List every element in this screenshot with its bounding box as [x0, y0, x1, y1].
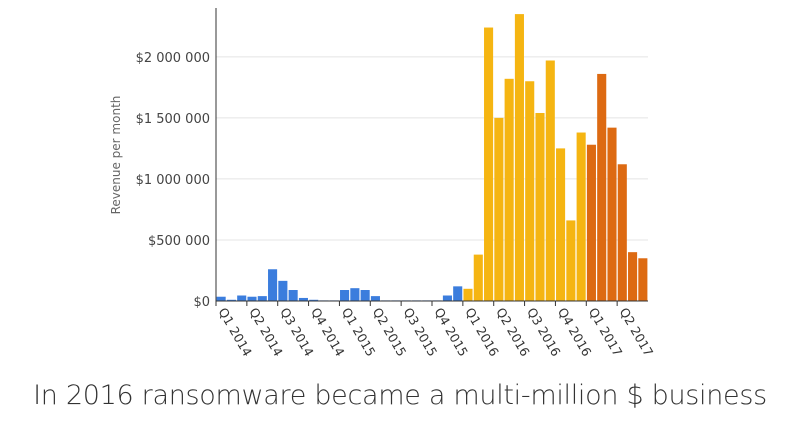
- y-axis-label: Revenue per month: [109, 96, 123, 215]
- bar: [257, 296, 267, 301]
- bar: [298, 297, 308, 301]
- bar: [484, 27, 494, 302]
- bar: [566, 220, 576, 301]
- bar: [576, 132, 586, 301]
- bar: [370, 296, 380, 301]
- bar: [268, 269, 278, 301]
- y-tick-label: $2 000 000: [136, 51, 210, 66]
- caption: In 2016 ransomware became a multi-millio…: [33, 380, 767, 411]
- bar: [525, 81, 535, 301]
- bar: [237, 295, 247, 301]
- bar: [617, 164, 627, 301]
- bar: [607, 127, 617, 302]
- bar: [597, 73, 607, 301]
- bar: [514, 14, 524, 302]
- y-tick-label: $1 500 000: [136, 112, 210, 127]
- bar: [247, 296, 257, 301]
- bar: [309, 299, 319, 301]
- bar: [278, 280, 288, 301]
- bar: [453, 286, 463, 301]
- y-tick-label: $500 000: [148, 234, 210, 249]
- bar: [350, 288, 360, 301]
- bar: [340, 290, 350, 301]
- y-tick-label: $1 000 000: [136, 173, 210, 188]
- grid-lines: [216, 56, 648, 241]
- bars: [216, 14, 648, 302]
- bar: [473, 254, 483, 301]
- bar: [226, 299, 236, 301]
- bar: [463, 288, 473, 301]
- bar: [628, 252, 638, 301]
- bar: [442, 295, 452, 301]
- y-axis-ticks: $0 $500 000 $1 000 000 $1 500 000 $2 000 000: [136, 51, 210, 310]
- bar: [586, 144, 596, 301]
- revenue-bar-chart: $0 $500 000 $1 000 000 $1 500 000 $2 000 000…: [109, 8, 656, 359]
- bar: [216, 296, 226, 301]
- bar: [494, 117, 504, 301]
- bar: [545, 60, 555, 301]
- y-tick-label: $0: [193, 295, 210, 310]
- bar: [535, 112, 545, 301]
- bar: [504, 78, 514, 301]
- bar: [288, 290, 298, 301]
- bar: [638, 258, 648, 301]
- bar: [360, 290, 370, 301]
- bar: [556, 148, 566, 301]
